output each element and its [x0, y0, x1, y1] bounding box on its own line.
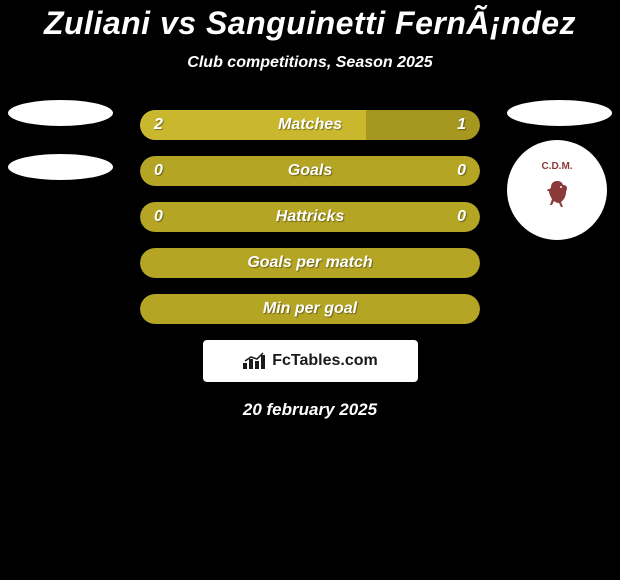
rooster-icon: [539, 177, 575, 213]
stat-value-right: 0: [457, 208, 466, 226]
stat-value-left: 0: [154, 162, 163, 180]
left-player-avatar: [8, 100, 113, 126]
date: 20 february 2025: [0, 400, 620, 420]
stat-row: Goals per match: [140, 248, 480, 278]
attribution-box: FcTables.com: [203, 340, 418, 382]
right-avatars: C.D.M.: [507, 100, 612, 240]
stat-row: 0 0 Goals: [140, 156, 480, 186]
stat-value-left: 0: [154, 208, 163, 226]
stat-value-right: 0: [457, 162, 466, 180]
stat-row: 2 1 Matches: [140, 110, 480, 140]
stat-label: Min per goal: [263, 300, 357, 318]
stat-value-left: 2: [154, 116, 163, 134]
right-club-avatar: C.D.M.: [507, 140, 607, 240]
left-avatars: [8, 100, 113, 208]
club-badge: C.D.M.: [522, 155, 592, 225]
stat-row: 0 0 Hattricks: [140, 202, 480, 232]
chart-icon: [242, 352, 266, 370]
stat-row: Min per goal: [140, 294, 480, 324]
stat-label: Goals per match: [247, 254, 372, 272]
stat-label: Hattricks: [276, 208, 344, 226]
club-badge-text: C.D.M.: [541, 161, 572, 172]
comparison-infographic: Zuliani vs Sanguinetti FernÃ¡ndez Club c…: [0, 0, 620, 420]
attribution-text: FcTables.com: [272, 352, 378, 370]
left-club-avatar: [8, 154, 113, 180]
stat-label: Matches: [278, 116, 342, 134]
stat-rows: 2 1 Matches 0 0 Goals 0 0 Hattricks Goals per mat…: [140, 110, 480, 324]
stats-area: C.D.M. 2 1 Matches 0 0 Goals 0 0 Hattricks Goals …: [0, 110, 620, 420]
title: Zuliani vs Sanguinetti FernÃ¡ndez: [0, 5, 620, 42]
stat-value-right: 1: [457, 116, 466, 134]
subtitle: Club competitions, Season 2025: [0, 54, 620, 72]
right-player-avatar: [507, 100, 612, 126]
stat-label: Goals: [288, 162, 332, 180]
